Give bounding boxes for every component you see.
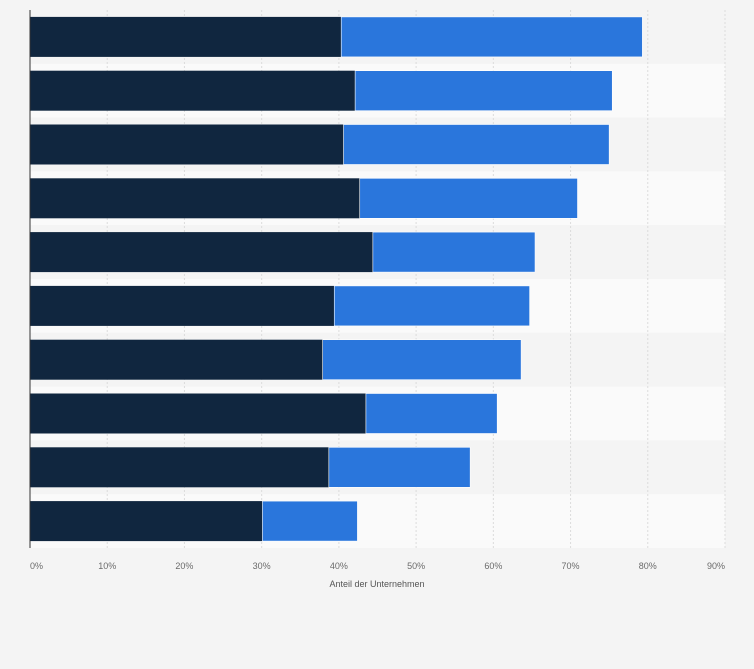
bar-segment-series-2 bbox=[354, 70, 613, 111]
x-tick-label: 10% bbox=[98, 561, 116, 571]
x-tick-label: 80% bbox=[639, 561, 657, 571]
bar-segment-series-1 bbox=[30, 70, 356, 111]
x-tick-label: 40% bbox=[330, 561, 348, 571]
bar-segment-series-2 bbox=[340, 16, 643, 58]
bars bbox=[30, 16, 643, 542]
bar-segment-series-1 bbox=[30, 285, 335, 326]
x-tick-label: 70% bbox=[562, 561, 580, 571]
x-tick-label: 30% bbox=[253, 561, 271, 571]
bar-segment-series-2 bbox=[359, 178, 578, 219]
bar-segment-series-2 bbox=[262, 500, 358, 542]
bar-segment-series-2 bbox=[328, 446, 471, 488]
bar-segment-series-2 bbox=[372, 231, 536, 273]
bar-segment-series-1 bbox=[30, 393, 366, 434]
x-tick-label: 20% bbox=[175, 561, 193, 571]
x-axis-title: Anteil der Unternehmen bbox=[329, 579, 424, 589]
x-tick-labels: 0% 10% 20% 30% 40% 50% 60% 70% 80% 90% bbox=[30, 561, 725, 571]
x-tick-label: 0% bbox=[30, 561, 43, 571]
bar-segment-series-2 bbox=[343, 124, 610, 165]
bar-segment-series-1 bbox=[30, 178, 360, 219]
bar-segment-series-1 bbox=[30, 232, 373, 273]
bar-segment-series-2 bbox=[333, 285, 530, 327]
bar-segment-series-1 bbox=[30, 124, 344, 165]
bar-segment-series-1 bbox=[30, 447, 329, 488]
bar-segment-series-1 bbox=[30, 339, 323, 380]
bar-segment-series-1 bbox=[30, 501, 263, 542]
x-tick-label: 60% bbox=[484, 561, 502, 571]
bar-segment-series-2 bbox=[365, 393, 498, 434]
x-tick-label: 50% bbox=[407, 561, 425, 571]
x-tick-label: 90% bbox=[707, 561, 725, 571]
bar-segment-series-2 bbox=[322, 339, 522, 381]
bar-segment-series-1 bbox=[30, 16, 342, 57]
